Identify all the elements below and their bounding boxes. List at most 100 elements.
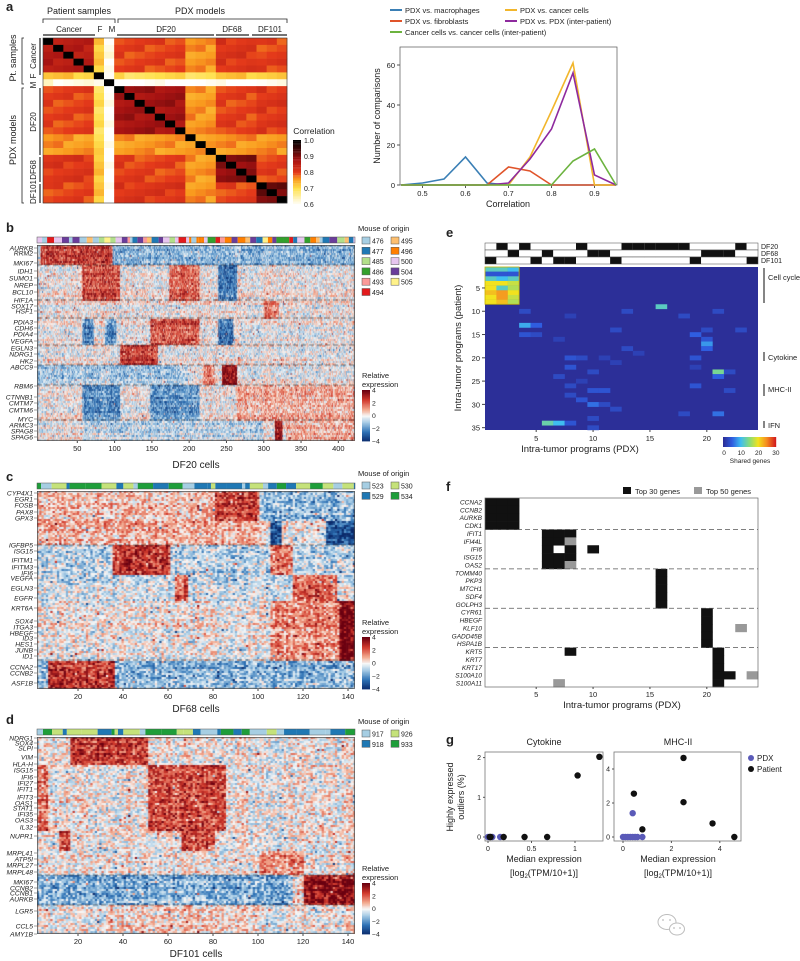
correlation-cell [43, 196, 54, 204]
shared-genes-cell [553, 336, 565, 342]
correlation-cell [226, 182, 237, 190]
gene-label: MKI67 [13, 880, 33, 887]
model-indicator-cell [644, 250, 656, 257]
shared-genes-colorbar-segment [763, 437, 765, 447]
correlation-cell [185, 148, 196, 156]
gene-label: SLPI [18, 746, 33, 753]
correlation-cell [215, 141, 227, 149]
shared-genes-cell [485, 294, 497, 300]
mouse-legend-label: 534 [401, 494, 413, 501]
model-indicator-cell [689, 257, 702, 264]
correlation-cell [93, 148, 105, 156]
df68-expression-heatmap [37, 491, 355, 689]
expression-colorbar-segment [362, 903, 370, 906]
gene-label: RRM2 [14, 251, 33, 258]
expression-colorbar-tick: −4 [372, 687, 380, 694]
correlation-cell [185, 58, 196, 66]
shared-genes-cell [485, 276, 497, 282]
shared-genes-colorbar-segment [749, 437, 751, 447]
x-tick-label: 80 [209, 937, 217, 946]
mouse-origin-strip-cell [133, 483, 138, 489]
x-label-subscript: 2 [524, 874, 528, 880]
expression-colorbar-segment [362, 664, 370, 666]
correlation-cell [226, 175, 237, 183]
gene-label: IFI27 [18, 781, 34, 788]
correlation-cell [154, 38, 166, 46]
correlation-cell [215, 44, 227, 53]
correlation-cell [114, 38, 125, 46]
correlation-cell [185, 134, 196, 142]
expression-colorbar-segment [362, 679, 370, 682]
mouse-legend-swatch [390, 267, 400, 276]
mouse-origin-strip-cell [196, 237, 199, 243]
correlation-cell [63, 79, 74, 87]
correlation-cell [63, 86, 74, 94]
correlation-cell [144, 161, 156, 169]
correlation-cell [134, 79, 145, 87]
correlation-colorbar-segment [293, 191, 301, 193]
legend-label: Top 50 genes [706, 487, 751, 496]
gene-label: GPX3 [15, 516, 33, 523]
x-label-part: (TPM/10+1)] [662, 868, 712, 878]
mouse-legend-swatch [361, 236, 371, 245]
gene-program-tile [712, 663, 725, 672]
gene-label: IFI6 [21, 775, 33, 782]
expression-colorbar-segment [362, 885, 370, 888]
mouse-origin-strip-cell [337, 237, 345, 243]
mouse-origin-strip-cell [200, 729, 218, 735]
mouse-origin-strip-cell [117, 729, 124, 735]
correlation-cell [205, 99, 217, 108]
model-indicator-cell [701, 257, 713, 264]
expression-colorbar-segment [362, 895, 370, 898]
correlation-cell [134, 196, 145, 204]
y-tick-label: 4 [606, 767, 610, 774]
shared-genes-cell [530, 322, 543, 328]
correlation-cell [185, 99, 196, 108]
correlation-cell [175, 106, 186, 114]
correlation-cell [205, 93, 217, 101]
expression-colorbar-segment [362, 433, 370, 436]
gene-label: EGLN3 [11, 586, 34, 593]
expression-colorbar-segment [362, 891, 370, 894]
correlation-cell [175, 99, 186, 108]
correlation-cell [53, 127, 64, 135]
correlation-cell [195, 175, 206, 183]
correlation-cell [185, 168, 196, 176]
correlation-cell [73, 72, 84, 80]
header-df68: DF68 [222, 25, 242, 34]
correlation-cell [104, 154, 115, 163]
gene-program-tile [507, 521, 520, 530]
correlation-cell [195, 106, 206, 114]
gene-label: GADD45B [452, 633, 483, 640]
shared-genes-colorbar-segment [766, 437, 768, 447]
mouse-origin-strip-cell [121, 237, 128, 243]
model-indicator-cell [632, 243, 645, 250]
correlation-cell [93, 154, 105, 163]
gene-label: PAX8 [16, 510, 33, 517]
mouse-legend-swatch [390, 481, 400, 490]
mouse-legend-label: 505 [401, 280, 413, 287]
gene-label: CCNA2 [460, 499, 482, 506]
correlation-cell [205, 38, 217, 46]
correlation-cell [134, 44, 145, 53]
correlation-cell [104, 79, 115, 87]
correlation-cell [246, 79, 257, 87]
correlation-cell [114, 86, 125, 94]
correlation-cell [246, 113, 257, 121]
mouse-legend-swatch [390, 257, 400, 265]
mouse-origin-strip-cell [143, 237, 147, 243]
expression-colorbar-segment [362, 405, 370, 407]
correlation-cell [104, 182, 115, 190]
correlation-cell [256, 79, 267, 87]
expression-colorbar-segment [362, 682, 370, 685]
expression-colorbar-segment [362, 923, 370, 926]
gene-program-tile [564, 529, 577, 538]
correlation-cell [73, 154, 84, 163]
correlation-colorbar-segment [293, 202, 301, 205]
expression-colorbar-segment [362, 656, 370, 659]
expression-colorbar-segment [362, 913, 370, 916]
correlation-cell [114, 72, 125, 80]
correlation-cell [276, 93, 288, 101]
model-indicator-cell [496, 257, 508, 264]
correlation-cell [276, 127, 288, 135]
